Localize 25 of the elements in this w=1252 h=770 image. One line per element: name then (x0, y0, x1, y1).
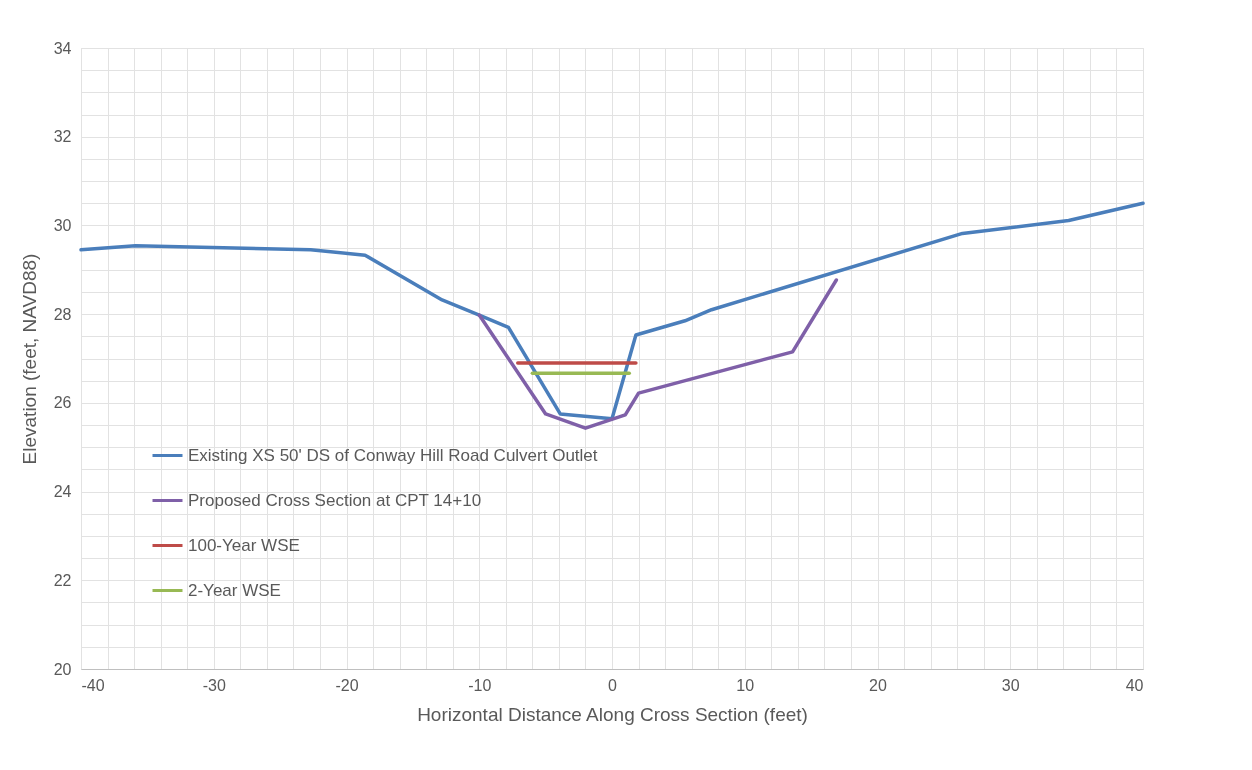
x-tick-label: 20 (869, 676, 887, 694)
x-axis-title: Horizontal Distance Along Cross Section (feet) (417, 703, 808, 725)
x-tick-label: -40 (81, 676, 105, 694)
legend-label: Existing XS 50' DS of Conway Hill Road Culvert Outlet (188, 445, 598, 465)
x-tick-label: -20 (335, 676, 359, 694)
x-tick-label: 40 (1125, 676, 1144, 694)
y-tick-label: 22 (53, 571, 72, 589)
legend-label: Proposed Cross Section at CPT 14+10 (188, 490, 482, 510)
y-tick-label: 20 (53, 660, 72, 678)
x-tick-label: 0 (608, 676, 618, 694)
y-tick-label: 26 (53, 394, 72, 412)
line-series (477, 278, 839, 430)
x-tick-label: -10 (468, 676, 492, 694)
x-tick-label: 10 (736, 676, 755, 694)
y-tick-label: 32 (53, 128, 72, 146)
y-axis-title: Elevation (feet, NAVD88) (18, 253, 40, 465)
legend-label: 100-Year WSE (188, 535, 300, 555)
y-tick-label: 34 (53, 39, 72, 57)
y-tick-label: 30 (53, 216, 72, 234)
line-series (79, 201, 1145, 421)
y-tick-label: 24 (53, 483, 72, 501)
x-tick-label: -30 (202, 676, 226, 694)
legend-label: 2-Year WSE (188, 580, 281, 600)
x-tick-label: 30 (1001, 676, 1020, 694)
y-tick-label: 28 (53, 305, 72, 323)
